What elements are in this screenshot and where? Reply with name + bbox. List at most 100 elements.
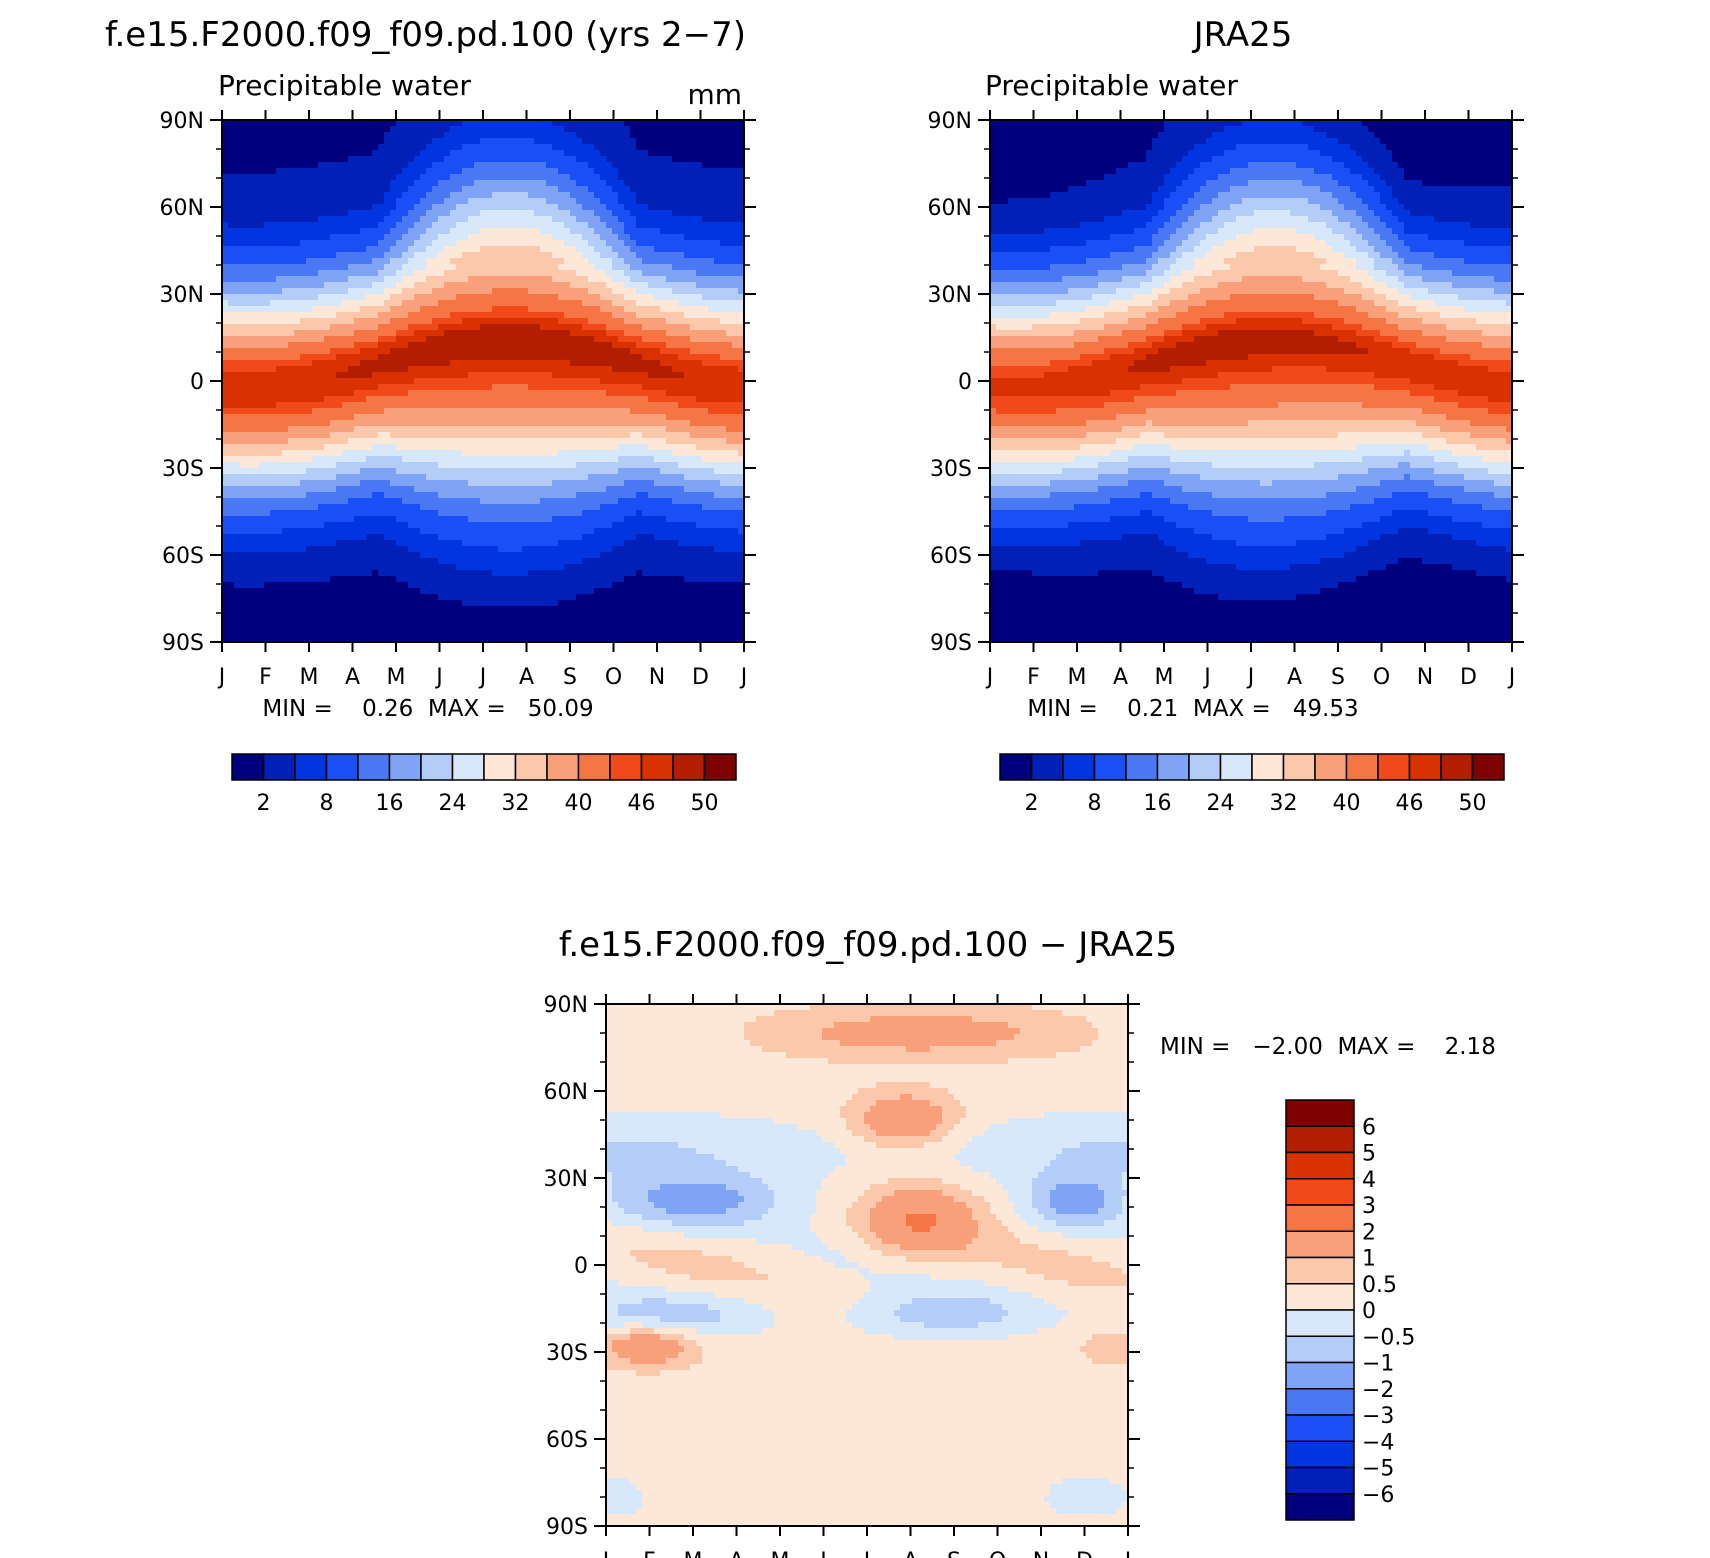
field-cell [330, 150, 337, 157]
field-cell [480, 132, 487, 139]
field-cell [360, 216, 367, 223]
field-cell [354, 186, 361, 193]
field-cell [288, 150, 295, 157]
field-cell [438, 186, 445, 193]
field-cell [576, 156, 583, 163]
field-cell [552, 204, 559, 211]
field-cell [402, 222, 409, 229]
field-cell [648, 216, 655, 223]
field-cell [534, 168, 541, 175]
field-cell [336, 210, 343, 217]
field-cell [522, 204, 529, 211]
field-cell [492, 132, 499, 139]
field-cell [540, 240, 547, 247]
field-cell [288, 228, 295, 235]
field-cell [402, 162, 409, 169]
field-cell [306, 174, 313, 181]
field-cell [264, 162, 271, 169]
field-cell [336, 192, 343, 199]
field-cell [300, 168, 307, 175]
field-cell [516, 234, 523, 241]
field-cell [570, 174, 577, 181]
field-cell [264, 138, 271, 145]
field-cell [468, 168, 475, 175]
field-cell [426, 162, 433, 169]
field-cell [564, 150, 571, 157]
field-cell [420, 156, 427, 163]
field-cell [372, 240, 379, 247]
field-cell [270, 132, 277, 139]
field-cell [300, 240, 307, 247]
field-cell [702, 228, 709, 235]
field-cell [498, 138, 505, 145]
field-cell [618, 192, 625, 199]
field-cell [384, 240, 391, 247]
field-cell [510, 162, 517, 169]
field-cell [276, 192, 283, 199]
field-cell [312, 138, 319, 145]
field-cell [732, 240, 739, 247]
field-cell [318, 150, 325, 157]
field-cell [438, 138, 445, 145]
field-cell [408, 216, 415, 223]
field-cell [444, 126, 451, 133]
field-cell [414, 144, 421, 151]
field-cell [462, 198, 469, 205]
field-cell [636, 192, 643, 199]
field-cell [282, 222, 289, 229]
field-cell [588, 144, 595, 151]
field-cell [342, 156, 349, 163]
field-cell [234, 126, 241, 133]
field-cell [408, 192, 415, 199]
field-cell [330, 240, 337, 247]
field-cell [522, 192, 529, 199]
field-cell [726, 168, 733, 175]
field-cell [312, 228, 319, 235]
field-cell [570, 168, 577, 175]
field-cell [570, 198, 577, 205]
field-cell [564, 198, 571, 205]
field-cell [612, 162, 619, 169]
field-cell [348, 240, 355, 247]
field-cell [462, 204, 469, 211]
field-cell [270, 168, 277, 175]
field-cell [702, 150, 709, 157]
field-cell [240, 234, 247, 241]
field-cell [438, 234, 445, 241]
field-cell [444, 210, 451, 217]
field-cell [594, 216, 601, 223]
field-cell [606, 150, 613, 157]
field-cell [678, 138, 685, 145]
field-cell [702, 186, 709, 193]
field-cell [396, 132, 403, 139]
field-cell [492, 222, 499, 229]
field-cell [486, 150, 493, 157]
field-cell [402, 210, 409, 217]
field-cell [570, 240, 577, 247]
field-cell [720, 162, 727, 169]
field-cell [348, 222, 355, 229]
field-cell [498, 162, 505, 169]
field-cell [372, 180, 379, 187]
field-cell [522, 234, 529, 241]
field-cell [636, 228, 643, 235]
field-cell [516, 198, 523, 205]
field-cell [276, 234, 283, 241]
field-cell [342, 228, 349, 235]
field-cell [324, 132, 331, 139]
field-cell [564, 234, 571, 241]
field-cell [522, 186, 529, 193]
field-cell [684, 144, 691, 151]
field-cell [588, 162, 595, 169]
field-cell [432, 186, 439, 193]
field-cell [546, 174, 553, 181]
field-cell [306, 222, 313, 229]
field-cell [618, 174, 625, 181]
field-cell [408, 156, 415, 163]
field-cell [618, 198, 625, 205]
field-cell [576, 198, 583, 205]
field-cell [600, 126, 607, 133]
field-cell [324, 180, 331, 187]
field-cell [564, 192, 571, 199]
field-cell [630, 162, 637, 169]
